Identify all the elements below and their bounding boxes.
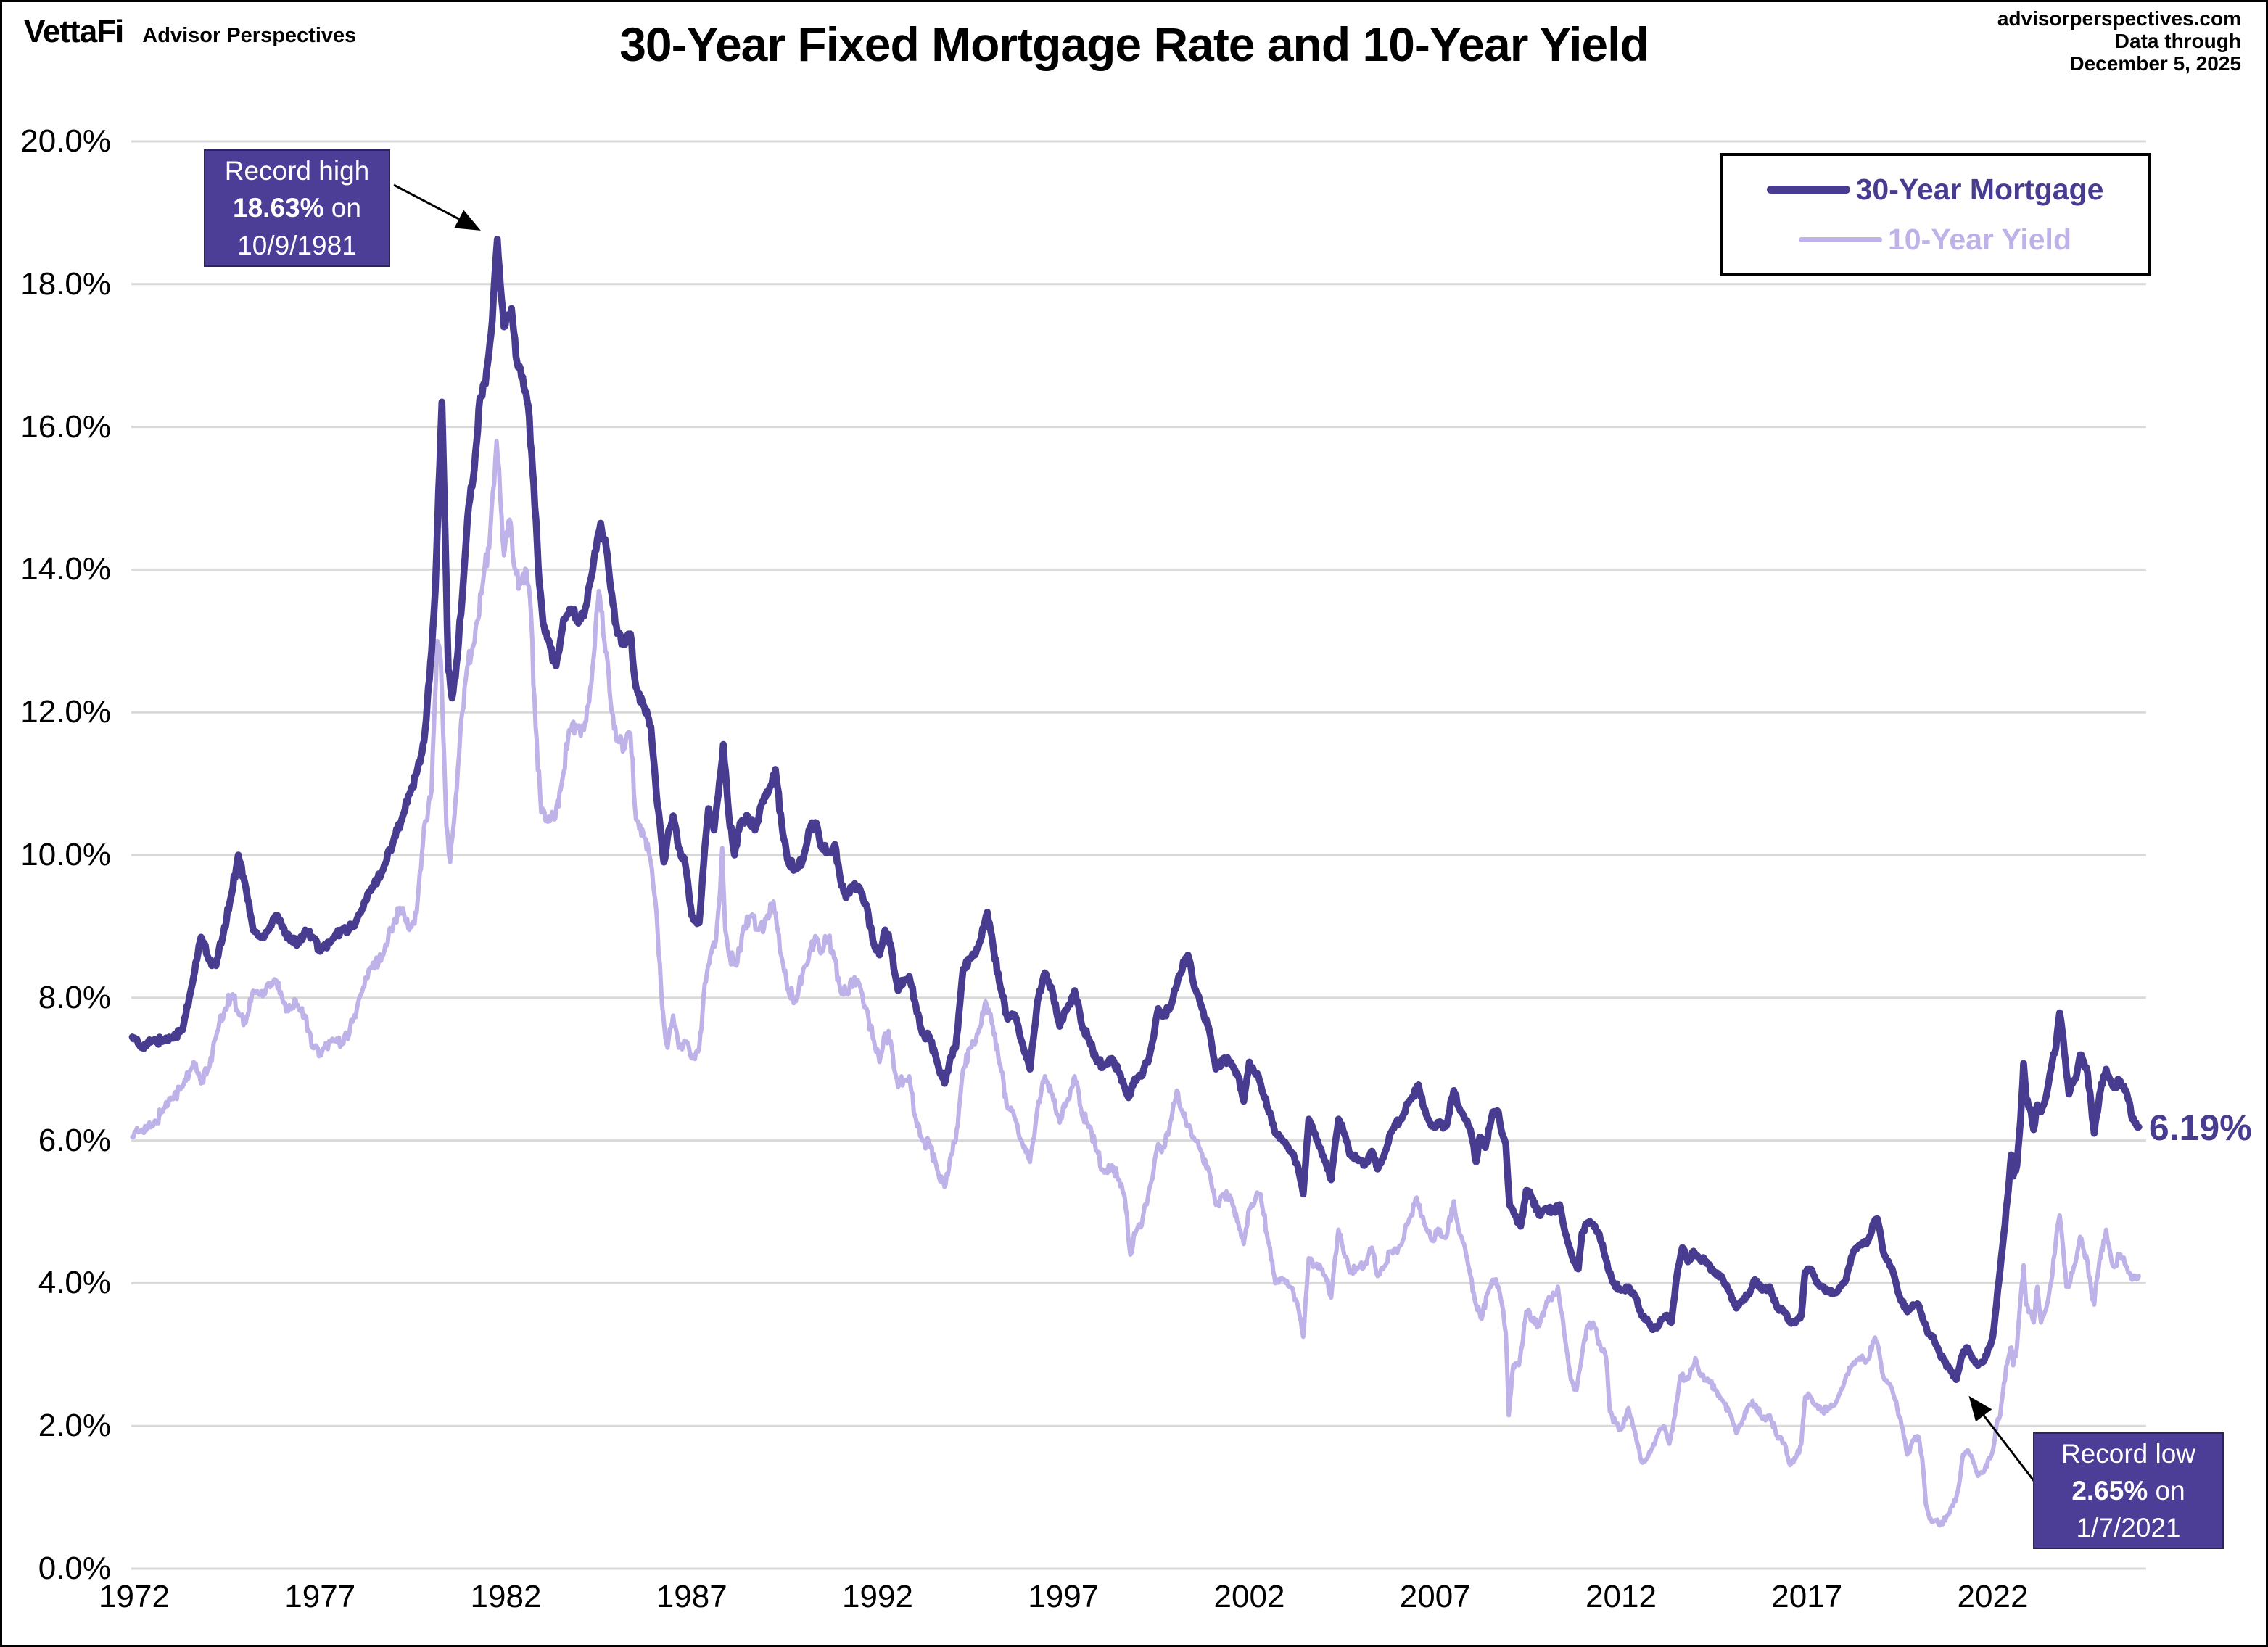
y-axis-label: 8.0% [38,979,111,1015]
record-high-callout: Record high 18.63% on 10/9/1981 [204,149,390,267]
y-axis-label: 0.0% [38,1551,111,1586]
legend-line-swatch [1766,185,1850,194]
legend-item: 30-Year Mortgage [1723,173,2148,207]
record-low-arrow-head [1968,1395,1992,1422]
y-axis-label: 16.0% [20,408,111,445]
record-low-callout: Record low 2.65% on 1/7/2021 [2033,1432,2224,1549]
ten-year-yield-line [130,439,2141,1528]
record-low-date: 1/7/2021 [2076,1513,2181,1543]
y-axis-label: 10.0% [20,837,111,872]
y-axis-label: 2.0% [38,1408,111,1444]
record-low-label: Record low [2061,1438,2196,1469]
y-axis-label: 20.0% [20,123,111,159]
data-through-date: December 5, 2025 [2069,51,2241,75]
x-axis-label: 2022 [1957,1579,2029,1614]
x-axis-label: 2002 [1213,1579,1285,1614]
legend-line-swatch [1798,237,1882,243]
legend: 30-Year Mortgage 10-Year Yield [1720,153,2151,276]
legend-label: 30-Year Mortgage [1855,172,2104,206]
current-rate-label: 6.19% [2148,1107,2252,1148]
source-attribution: advisorperspectives.com Data through Dec… [1997,7,2241,75]
legend-label: 10-Year Yield [1887,223,2071,257]
record-high-arrow-head [454,210,481,231]
record-low-value: 2.65% [2071,1475,2148,1506]
legend-item: 10-Year Yield [1723,223,2148,257]
brand: VettaFi Advisor Perspectives [24,14,356,50]
x-axis-label: 2012 [1585,1579,1657,1614]
brand-tagline: Advisor Perspectives [142,24,357,47]
y-axis-label: 4.0% [38,1265,111,1301]
record-high-arrow-line [393,183,460,220]
record-high-value: 18.63% [233,193,324,223]
record-high-conj: on [323,193,361,223]
y-axis-label: 6.0% [38,1122,111,1158]
y-axis-label: 18.0% [20,265,111,302]
source-url: advisorperspectives.com [1997,7,2241,30]
x-axis-label: 1972 [99,1579,170,1614]
x-axis-label: 1997 [1028,1579,1100,1614]
x-axis-label: 1982 [470,1579,542,1614]
data-through-label: Data through [2114,29,2241,52]
record-high-date: 10/9/1981 [237,230,357,260]
x-axis-label: 1987 [656,1579,727,1614]
thirty-year-mortgage-line [128,236,2143,1383]
x-axis-label: 1977 [284,1579,356,1614]
record-low-conj: on [2148,1475,2185,1506]
x-axis-label: 1992 [842,1579,913,1614]
record-high-label: Record high [224,156,370,186]
x-axis-label: 2007 [1399,1579,1471,1614]
x-axis-label: 2017 [1771,1579,1843,1614]
record-low-arrow-line [1982,1414,2036,1482]
vettafi-logo: VettaFi [24,14,124,49]
y-axis-label: 14.0% [20,551,111,587]
y-axis-label: 12.0% [20,694,111,730]
page-title: 30-Year Fixed Mortgage Rate and 10-Year … [619,17,1649,71]
